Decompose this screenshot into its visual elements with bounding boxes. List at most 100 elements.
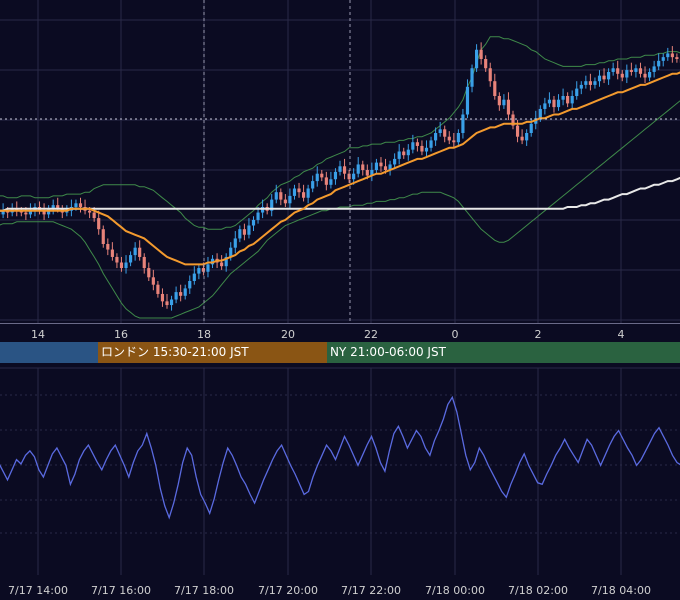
candle-body [570,96,574,104]
candle-body [106,244,110,250]
candle-body [652,66,656,72]
candle-body [147,268,151,278]
oscillator-grid [0,367,680,575]
candle-body [638,68,643,74]
candle-body [438,129,442,133]
candle-body [629,70,633,72]
candle-body [502,99,506,106]
candle-body [611,68,615,72]
candle-body [538,108,542,119]
candle-body [593,81,597,85]
candle-body [447,136,451,141]
candle-body [456,133,460,143]
candle-body [529,123,533,133]
moving-averages [0,71,680,266]
candle-body [465,86,470,115]
osc-x-tick-label: 7/18 00:00 [425,584,485,597]
candle-body [315,173,319,182]
ma-fast-line [0,71,680,266]
candle-body [78,203,83,207]
candle-body [320,173,324,178]
price-x-tick-label: 20 [281,328,295,341]
candle-body [579,84,583,89]
price-x-tick-label: 14 [31,328,45,341]
candle-body [201,268,206,272]
candle-body [424,147,429,152]
bollinger-lower-line [0,100,680,319]
candle-body [128,255,133,263]
ma-slow-line [0,176,680,212]
price-x-tick-label: 22 [364,328,378,341]
candle-body [383,166,388,170]
candle-body [584,81,588,85]
candle-body [306,188,310,198]
candle-body [88,210,92,213]
candle-body [566,96,570,104]
candle-body [160,293,165,302]
candle-body [588,81,592,85]
candle-body [220,262,224,267]
price-x-tick-label: 18 [197,328,211,341]
session-bar-london: ロンドン 15:30-21:00 JST [98,342,327,363]
candle-body [188,281,192,289]
candle-body [666,53,670,58]
candle-body [470,68,474,87]
candle-body [352,173,356,180]
candle-body [402,151,406,156]
candle-body [506,99,511,115]
oscillator-x-axis: 7/17 14:00 7/17 16:00 7/17 18:00 7/17 20:00… [8,584,651,597]
session-label-london: ロンドン 15:30-21:00 JST [101,345,249,359]
reference-lines [0,0,680,323]
candle-body [397,151,401,159]
candle-body [197,268,201,274]
osc-x-tick-label: 7/18 04:00 [591,584,651,597]
candle-body [429,140,433,148]
candle-body [520,136,524,141]
osc-x-tick-label: 7/17 14:00 [8,584,68,597]
candle-body [247,225,251,235]
candle-body [411,142,415,150]
candle-body [119,262,124,269]
candle-body [670,53,674,58]
candle-body [338,166,342,172]
candle-body [297,188,301,193]
candle-body [393,158,397,165]
candle-body [515,125,520,137]
candle-body [365,170,369,176]
candle-body [406,149,410,156]
osc-x-tick-label: 7/17 22:00 [341,584,401,597]
candle-body [388,164,392,170]
price-x-axis: 14 16 18 20 22 0 2 4 [0,323,680,341]
candle-body [374,162,379,170]
candle-body [74,203,78,207]
candle-body [479,49,483,59]
candle-body [488,68,492,82]
candle-body [256,212,260,220]
candle-body [657,60,661,67]
candle-body [484,59,488,69]
candle-body [274,192,278,200]
session-label-ny: NY 21:00-06:00 JST [330,345,446,359]
candle-body [24,212,28,215]
price-x-tick-label: 2 [535,328,542,341]
candle-body [643,73,647,78]
candle-body [543,103,547,109]
candle-body [115,256,119,263]
candle-body [229,247,233,257]
candle-body [552,99,556,108]
candle-body [101,229,105,244]
candle-body [616,68,620,74]
price-x-tick-label: 16 [114,328,128,341]
candle-body [356,164,360,174]
candle-body [675,57,679,59]
candle-body [142,256,146,269]
candle-body [461,114,465,133]
candle-body [301,192,306,198]
candle-body [1,210,5,215]
candle-body [138,247,142,257]
candle-body [511,114,515,126]
candle-body [169,299,174,306]
candle-body [192,273,196,281]
